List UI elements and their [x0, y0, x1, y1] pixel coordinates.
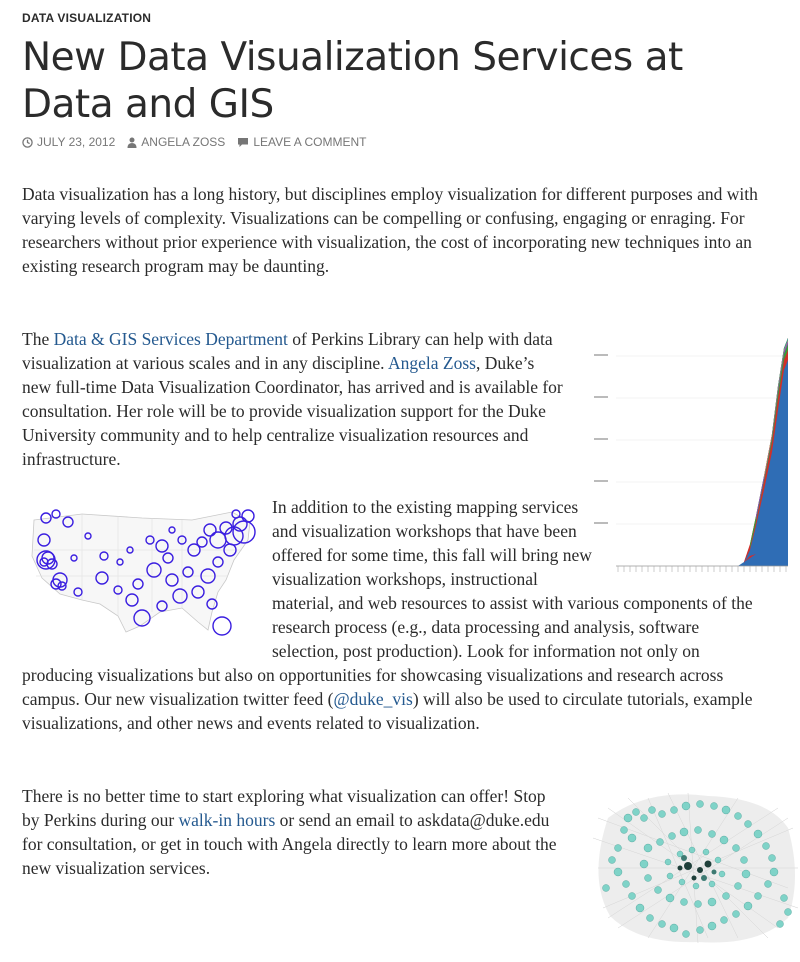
- text-segment: ) will also be used to circulate tutoria…: [22, 689, 753, 733]
- paragraph-workshops: In addition to the existing mapping serv…: [22, 495, 770, 735]
- text-segment: In addition to the existing mapping serv…: [22, 497, 753, 709]
- page-title: New Data Visualization Services at Data …: [22, 35, 683, 127]
- paragraph-intro: Data visualization has a long history, b…: [22, 184, 758, 276]
- clock-icon: [22, 136, 33, 148]
- paragraph-contact: There is no better time to start explori…: [22, 784, 567, 880]
- post-date[interactable]: JULY 23, 2012: [22, 135, 115, 149]
- text-segment: of Perkins Library can help with data vi…: [22, 329, 553, 373]
- post-date-text: JULY 23, 2012: [37, 135, 116, 149]
- paragraph-services: The Data & GIS Services Department of Pe…: [22, 327, 567, 471]
- stacked-area-chart-image[interactable]: [588, 330, 790, 578]
- float-spacer-chart: [600, 495, 770, 575]
- leave-comment-text: LEAVE A COMMENT: [253, 135, 367, 149]
- text-segment: , Duke’s new full-time Data Visualizatio…: [22, 353, 563, 469]
- us-map-circles-image[interactable]: [22, 500, 260, 640]
- category-link[interactable]: DATA VISUALIZATION: [22, 11, 152, 25]
- user-icon: [127, 137, 137, 148]
- data-gis-services-link[interactable]: Data & GIS Services Department: [53, 329, 288, 349]
- post-author[interactable]: ANGELA ZOSS: [127, 135, 225, 149]
- comment-icon: [238, 137, 249, 147]
- text-segment: There is no better time to start explori…: [22, 786, 546, 830]
- network-graph-image[interactable]: [588, 788, 800, 948]
- leave-comment-link[interactable]: LEAVE A COMMENT: [237, 135, 366, 149]
- angela-zoss-link[interactable]: Angela Zoss: [387, 353, 476, 373]
- text-segment: or send an email to askdata@duke.edu for…: [22, 810, 557, 878]
- duke-vis-twitter-link[interactable]: @duke_vis: [333, 689, 413, 709]
- post-author-text: ANGELA ZOSS: [141, 135, 226, 149]
- text-segment: The: [22, 329, 54, 349]
- walk-in-hours-link[interactable]: walk-in hours: [178, 810, 276, 830]
- float-spacer-map: [22, 495, 272, 641]
- entry-meta: JULY 23, 2012 ANGELA ZOSS LEAVE A COMMEN…: [22, 135, 378, 149]
